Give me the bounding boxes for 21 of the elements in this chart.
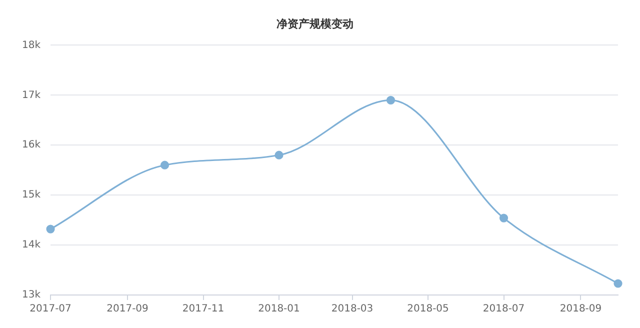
chart-title: 净资产规模变动: [276, 17, 354, 30]
x-tick-label: 2017-07: [30, 304, 72, 315]
point: [46, 224, 55, 234]
x-tick-label: 2018-05: [407, 304, 449, 315]
y-tick-label: 13k: [22, 290, 41, 301]
x-tick-label: 2018-03: [331, 304, 374, 315]
x-tick-label: 2017-11: [182, 304, 224, 315]
y-tick-label: 18k: [22, 40, 41, 51]
x-tick-label: 2018-07: [482, 304, 525, 315]
point: [274, 150, 284, 160]
x-tick-label: 2018-09: [560, 304, 602, 315]
x-tick-label: 2017-09: [106, 304, 148, 315]
point: [499, 214, 508, 222]
point: [160, 160, 170, 170]
y-tick-label: 14k: [22, 240, 41, 251]
y-tick-label: 15k: [22, 190, 41, 201]
x-tick-label: 2018-01: [258, 304, 300, 315]
y-tick-label: 17k: [22, 90, 41, 101]
point: [386, 96, 396, 104]
y-tick-label: 16k: [22, 140, 41, 151]
point: [614, 279, 622, 288]
